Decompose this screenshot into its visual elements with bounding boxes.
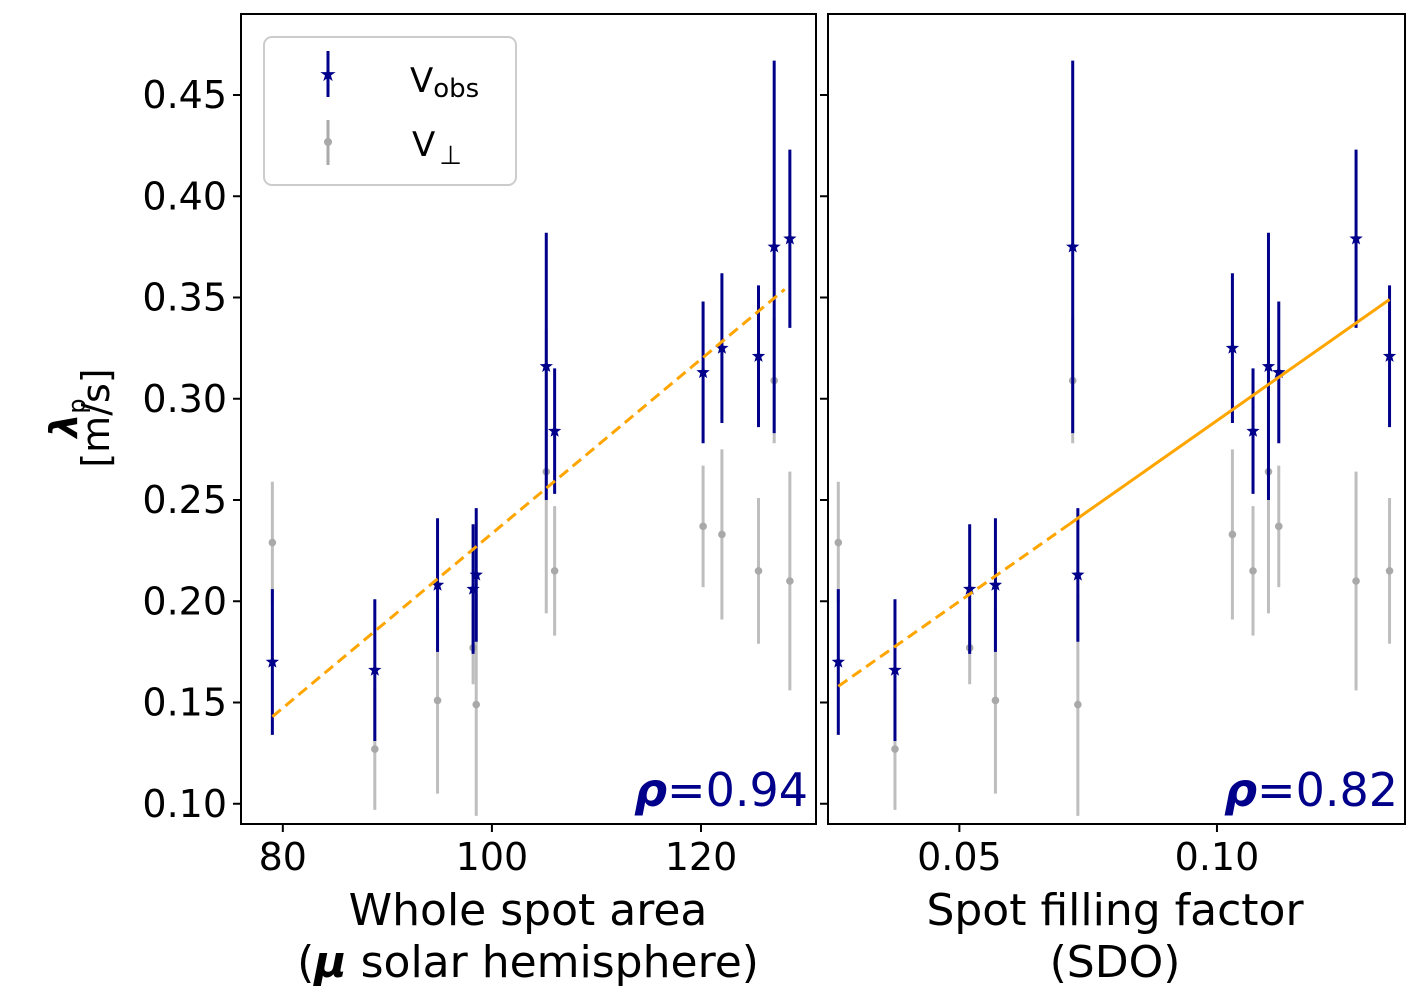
right-axes-frame bbox=[827, 13, 1406, 825]
right-rho-value: =0.82 bbox=[1257, 763, 1398, 817]
left-obs-point bbox=[430, 578, 445, 591]
left-y-tick-label: 0.25 bbox=[142, 478, 227, 522]
left-y-tick-label: 0.45 bbox=[142, 73, 227, 117]
y-label-units: [m/s] bbox=[74, 368, 118, 467]
left-y-tick-label: 0.40 bbox=[142, 174, 227, 218]
svg-text:λp: λp bbox=[42, 398, 91, 439]
right-obs-point bbox=[1382, 349, 1397, 362]
legend-perp-subscript: ⊥ bbox=[439, 141, 462, 171]
right-obs-point bbox=[888, 663, 902, 676]
right-x-label-line2: (SDO) bbox=[1050, 937, 1181, 988]
right-x-tick-label: 0.05 bbox=[917, 835, 1002, 879]
left-obs-point bbox=[715, 341, 729, 354]
left-obs-point bbox=[547, 424, 562, 437]
right-perp-point bbox=[834, 538, 843, 547]
right-obs-point bbox=[1349, 231, 1363, 245]
left-perp-point bbox=[786, 577, 794, 585]
right-obs-point bbox=[1225, 341, 1240, 354]
left-perp-point bbox=[699, 522, 707, 531]
legend-perp-dot-icon bbox=[324, 138, 332, 146]
left-rho-annotation: ρ=0.94 bbox=[634, 763, 808, 817]
left-obs-point bbox=[265, 655, 280, 668]
right-fit-line-solid bbox=[1068, 298, 1391, 526]
right-x-tick-label: 0.10 bbox=[1175, 835, 1260, 879]
left-perp-point bbox=[550, 567, 559, 575]
right-panel: 0.05 0.10 ρ=0.82 Spot filling factor (SDO… bbox=[820, 13, 1406, 988]
right-rho-annotation: ρ=0.82 bbox=[1224, 763, 1398, 817]
left-panel: 80 100 120 0.10 0.15 0.20 0.25 0.30 0.35 0.40 0.4… bbox=[142, 13, 817, 988]
left-fit-line bbox=[271, 288, 786, 718]
right-obs-point bbox=[1261, 359, 1276, 373]
left-perp-point bbox=[371, 745, 379, 753]
left-obs-point bbox=[783, 231, 797, 245]
right-y-ticks bbox=[820, 94, 828, 805]
left-y-tick-label: 0.15 bbox=[142, 681, 227, 725]
left-obs-point bbox=[368, 663, 382, 676]
right-obs-point bbox=[1066, 239, 1080, 253]
left-x-label-rest: solar hemisphere) bbox=[347, 937, 759, 988]
left-obs-point bbox=[466, 582, 480, 595]
left-y-tick-label: 0.30 bbox=[142, 377, 227, 421]
left-rho-symbol: ρ bbox=[634, 763, 667, 817]
right-perp-point bbox=[1352, 577, 1360, 585]
legend-obs-main: V bbox=[410, 61, 433, 101]
left-rho-value: =0.94 bbox=[667, 763, 808, 817]
right-perp-point bbox=[891, 745, 899, 753]
left-obs-point bbox=[469, 567, 483, 581]
y-label-symbol: λ bbox=[42, 414, 86, 440]
legend-obs-star-icon: ★ bbox=[319, 62, 337, 86]
right-perp-point bbox=[1249, 567, 1257, 575]
left-x-tick-label: 100 bbox=[456, 835, 529, 879]
left-obs-point bbox=[767, 239, 781, 253]
left-obs-point bbox=[696, 365, 710, 379]
right-perp-point bbox=[991, 696, 1000, 705]
left-x-label: Whole spot area bbox=[349, 885, 708, 936]
legend: ★ Vobs V ⊥ bbox=[263, 36, 517, 186]
left-y-tick-label: 0.35 bbox=[142, 276, 227, 320]
left-obs-point bbox=[539, 359, 553, 373]
right-obs-point bbox=[1071, 567, 1085, 581]
left-x-tick-label: 80 bbox=[259, 835, 307, 879]
left-perp-point bbox=[472, 700, 481, 709]
right-obs-point bbox=[1246, 424, 1260, 437]
legend-perp-label: V ⊥ bbox=[412, 125, 462, 171]
right-obs-point bbox=[988, 578, 1003, 591]
y-label-subscript: p bbox=[63, 398, 91, 413]
right-obs-point bbox=[831, 655, 845, 668]
left-axes-frame bbox=[240, 13, 817, 825]
right-x-label: Spot filling factor bbox=[926, 885, 1304, 936]
right-perp-point bbox=[1385, 567, 1394, 575]
right-obs-point bbox=[963, 582, 977, 595]
legend-perp-main: V bbox=[412, 125, 435, 165]
left-x-ticks: 80 100 120 bbox=[259, 824, 738, 879]
left-y-tick-label: 0.20 bbox=[142, 579, 227, 623]
y-axis-label: λp [m/s] bbox=[42, 368, 118, 467]
left-x-label-line2: (μ solar hemisphere) bbox=[297, 937, 759, 988]
right-x-ticks: 0.05 0.10 bbox=[917, 824, 1259, 879]
left-plot-area bbox=[265, 60, 797, 816]
left-perp-point bbox=[754, 567, 763, 575]
left-x-label-paren: ( bbox=[297, 937, 314, 988]
left-x-tick-label: 120 bbox=[665, 835, 738, 879]
left-y-tick-label: 0.10 bbox=[142, 782, 227, 826]
left-obs-point bbox=[751, 349, 766, 362]
legend-obs-label: Vobs bbox=[410, 61, 479, 104]
left-perp-point bbox=[268, 538, 277, 547]
right-obs-point bbox=[1272, 365, 1286, 379]
left-perp-point bbox=[718, 530, 726, 539]
right-fit-line-dashed bbox=[837, 522, 1071, 688]
right-rho-symbol: ρ bbox=[1224, 763, 1257, 817]
legend-obs-subscript: obs bbox=[433, 74, 479, 104]
right-perp-point bbox=[1074, 700, 1082, 709]
legend-box bbox=[263, 36, 517, 186]
left-y-ticks: 0.10 0.15 0.20 0.25 0.30 0.35 0.40 0.45 bbox=[142, 73, 241, 826]
right-plot-area bbox=[831, 60, 1397, 816]
left-perp-point bbox=[433, 696, 442, 705]
right-perp-point bbox=[1228, 530, 1237, 539]
left-x-label-mu: μ bbox=[312, 937, 346, 988]
right-perp-point bbox=[1274, 522, 1283, 531]
